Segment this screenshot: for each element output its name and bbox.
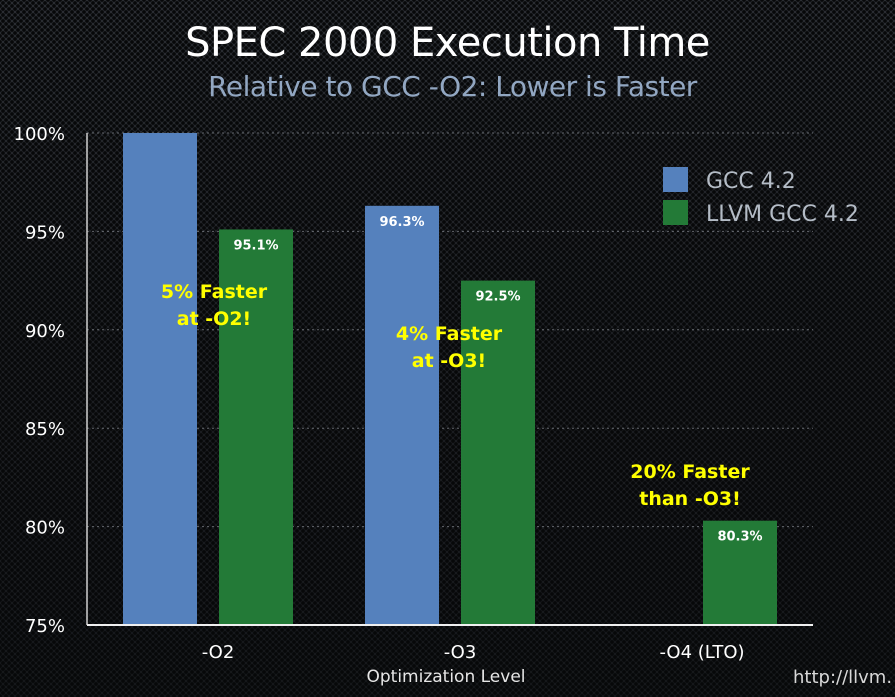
annotation-text: at -O2!	[177, 308, 251, 330]
x-axis-title: Optimization Level	[366, 667, 525, 687]
legend-swatch	[663, 200, 688, 225]
legend-swatch	[663, 167, 688, 192]
x-tick-label: -O4 (LTO)	[659, 642, 744, 663]
annotation-text: than -O3!	[639, 488, 741, 510]
bar-value-label: 80.3%	[717, 530, 762, 545]
legend-label: LLVM GCC 4.2	[706, 202, 859, 227]
x-tick-label: -O3	[444, 642, 477, 663]
bar	[365, 205, 439, 626]
bar-value-label: 95.1%	[233, 238, 278, 253]
bar-value-label: 92.5%	[475, 290, 520, 305]
bar-value-label: 96.3%	[379, 215, 424, 230]
bar	[461, 280, 535, 625]
chart-subtitle: Relative to GCC -O2: Lower is Faster	[208, 70, 697, 103]
y-tick-label: 95%	[25, 222, 65, 243]
y-tick-label: 75%	[25, 616, 65, 637]
annotation-text: 4% Faster	[396, 323, 503, 345]
y-tick-label: 90%	[25, 321, 65, 342]
y-tick-label: 80%	[25, 518, 65, 539]
source-url: http://llvm.	[793, 667, 892, 688]
chart-title: SPEC 2000 Execution Time	[185, 20, 710, 66]
bar	[123, 133, 197, 625]
gridlines	[87, 132, 813, 528]
y-tick-label: 100%	[14, 124, 65, 145]
labels: 75% 80% 85% 90% 95% 100% 95.1% -O2 96.3% 92.5% -O3…	[14, 124, 893, 688]
bar	[219, 229, 293, 625]
annotation-text: 20% Faster	[630, 461, 750, 483]
bar	[703, 520, 777, 625]
bars	[123, 133, 777, 626]
x-tick-label: -O2	[202, 642, 235, 663]
y-tick-label: 85%	[25, 419, 65, 440]
legend: GCC 4.2 LLVM GCC 4.2	[663, 167, 859, 227]
axes	[86, 133, 813, 626]
annotation-text: at -O3!	[412, 350, 486, 372]
legend-label: GCC 4.2	[706, 169, 796, 194]
annotation-text: 5% Faster	[161, 281, 268, 303]
